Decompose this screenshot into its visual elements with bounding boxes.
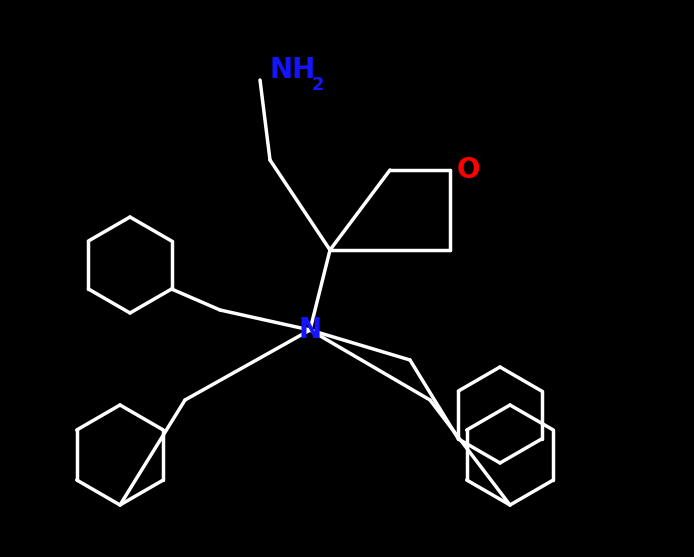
Text: N: N [298, 316, 321, 344]
Text: 2: 2 [312, 76, 325, 94]
Text: O: O [456, 156, 480, 184]
Text: NH: NH [270, 56, 316, 84]
